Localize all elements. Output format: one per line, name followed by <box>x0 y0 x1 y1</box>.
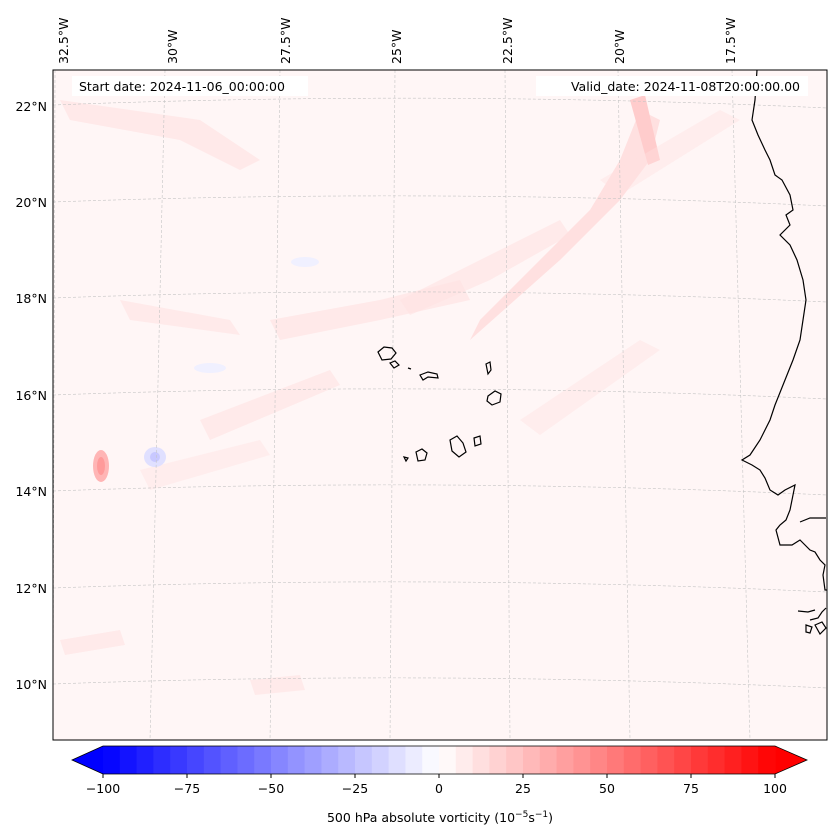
colorbar-cell <box>573 746 591 774</box>
colorbar-cell <box>103 746 121 774</box>
colorbar-tick-label: 50 <box>599 781 615 796</box>
colorbar-cell <box>455 746 474 774</box>
lat-label-20n: 20°N <box>15 195 47 210</box>
colorbar-cell <box>388 746 406 774</box>
colorbar-cell <box>371 746 390 774</box>
colorbar-cell <box>439 746 457 774</box>
graticule <box>53 70 827 740</box>
colorbar-cell <box>287 746 306 774</box>
colorbar-cell <box>691 746 709 774</box>
colorbar-cell <box>220 746 238 774</box>
colorbar-cell <box>153 746 171 774</box>
colorbar-cell <box>119 746 138 774</box>
africa-coastline <box>740 69 827 635</box>
colorbar-cell <box>590 746 608 774</box>
colorbar-cell <box>640 746 658 774</box>
lon-label-22-5w: 22.5°W <box>500 18 515 64</box>
lat-label-10n: 10°N <box>15 677 47 692</box>
colorbar-tick-label: −25 <box>342 781 368 796</box>
colorbar-tick-label: 75 <box>683 781 699 796</box>
colorbar-title: 500 hPa absolute vorticity (10−5s−1) <box>327 810 553 825</box>
colorbar-cell <box>136 746 154 774</box>
lat-label-12n: 12°N <box>15 581 47 596</box>
lon-label-17-5w: 17.5°W <box>723 18 738 64</box>
colorbar-cell <box>321 746 339 774</box>
vorticity-field <box>60 95 740 695</box>
colorbar-cell <box>556 746 574 774</box>
lat-label-14n: 14°N <box>15 484 47 499</box>
colorbar-extend-high <box>775 746 807 774</box>
cape-verde-islands <box>377 346 502 463</box>
colorbar-cell <box>674 746 692 774</box>
colorbar-cell <box>506 746 524 774</box>
longitude-labels: 32.5°W 30°W 27.5°W 25°W 22.5°W 20°W 17.5… <box>56 18 738 64</box>
colorbar-cell <box>203 746 222 774</box>
colorbar-cell <box>489 746 507 774</box>
start-date-box <box>72 76 308 96</box>
colorbar-extend-low <box>72 746 103 774</box>
colorbar-tick-label: −100 <box>86 781 120 796</box>
colorbar-cell <box>623 746 642 774</box>
colorbar-cell <box>355 746 373 774</box>
colorbar-cell <box>422 746 440 774</box>
lat-label-22n: 22°N <box>15 99 47 114</box>
colorbar: −100 −75 −50 −25 0 25 50 75 100 <box>71 745 808 796</box>
colorbar-tick-label: −50 <box>258 781 284 796</box>
colorbar-cell <box>304 746 322 774</box>
colorbar-cell <box>707 746 726 774</box>
lon-label-32-5w: 32.5°W <box>56 18 71 64</box>
lon-label-20w: 20°W <box>612 29 627 64</box>
colorbar-cell <box>741 746 759 774</box>
colorbar-tick-label: −75 <box>174 781 200 796</box>
start-date-label: Start date: 2024-11-06_00:00:00 <box>79 79 285 94</box>
lat-label-16n: 16°N <box>15 388 47 403</box>
colorbar-cell <box>405 746 423 774</box>
latitude-labels: 22°N 20°N 18°N 16°N 14°N 12°N 10°N <box>15 99 47 692</box>
colorbar-tick-label: 25 <box>515 781 531 796</box>
colorbar-cell <box>724 746 742 774</box>
valid-date-label: Valid_date: 2024-11-08T20:00:00.00 <box>571 79 800 94</box>
colorbar-cell <box>657 746 675 774</box>
colorbar-cell <box>523 746 541 774</box>
map-frame <box>52 69 828 741</box>
colorbar-cell <box>271 746 289 774</box>
colorbar-cell <box>237 746 255 774</box>
colorbar-cell <box>539 746 558 774</box>
lat-label-18n: 18°N <box>15 291 47 306</box>
colorbar-cell <box>758 746 776 774</box>
colorbar-cell <box>607 746 625 774</box>
colorbar-tick-label: 0 <box>435 781 443 796</box>
colorbar-tick-label: 100 <box>763 781 787 796</box>
colorbar-cell <box>254 746 272 774</box>
map-background <box>53 70 827 740</box>
lon-label-27-5w: 27.5°W <box>278 18 293 64</box>
valid-date-box <box>536 76 808 96</box>
lon-label-25w: 25°W <box>389 29 404 64</box>
colorbar-cell <box>472 746 490 774</box>
colorbar-cell <box>338 746 356 774</box>
colorbar-cell <box>170 746 188 774</box>
lon-label-30w: 30°W <box>165 29 180 64</box>
colorbar-cell <box>187 746 205 774</box>
